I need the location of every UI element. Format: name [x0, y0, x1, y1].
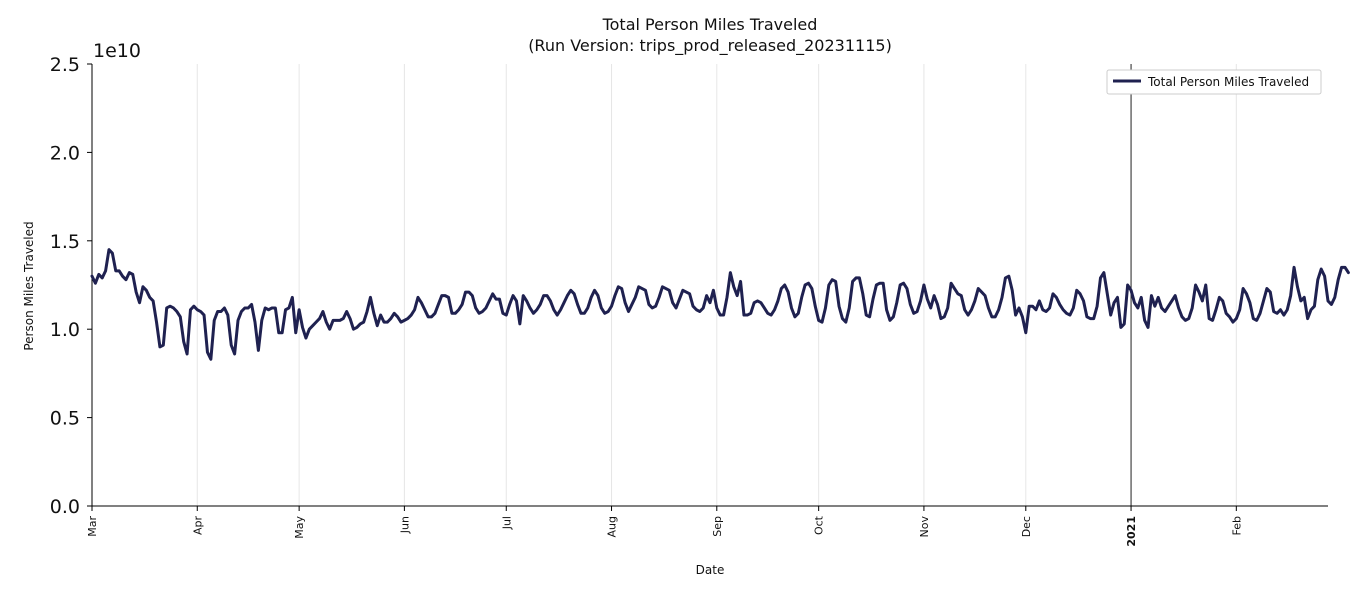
y-tick-label: 1.0 [50, 319, 80, 341]
series-layer [90, 248, 1350, 361]
x-tick-label: Feb [1230, 516, 1243, 535]
x-tick-label: Oct [813, 515, 826, 535]
chart-subtitle: (Run Version: trips_prod_released_202311… [528, 36, 892, 56]
chart-title: Total Person Miles Traveled [602, 15, 818, 34]
x-tick-label: Apr [191, 516, 204, 536]
y-tick-label: 1.5 [50, 231, 80, 253]
legend: Total Person Miles Traveled [1106, 69, 1322, 95]
y-tick-label: 2.5 [50, 54, 80, 76]
y-axis-label: Person Miles Traveled [22, 221, 36, 350]
x-axis-label: Date [696, 563, 725, 577]
x-tick-label: May [293, 516, 306, 539]
y-tick-label: 2.0 [50, 142, 80, 164]
y-tick-label: 0.0 [50, 496, 80, 518]
x-tick-label: 2021 [1125, 516, 1138, 547]
x-tick-label: Jun [398, 516, 411, 534]
x-tick-label: Sep [711, 516, 724, 537]
y-tick-label: 0.5 [50, 408, 80, 430]
legend-box [1106, 69, 1322, 95]
series-line [90, 248, 1350, 361]
grid [91, 64, 1237, 506]
x-tick-label: Aug [606, 516, 619, 537]
axes: Mar Apr May Jun Jul Aug Sep Oct Nov Dec 2021 Feb 0.0… [50, 54, 1328, 547]
y-offset-label: 1e10 [93, 40, 141, 62]
x-tick-label: Dec [1020, 516, 1033, 537]
x-tick-label: Nov [918, 516, 931, 538]
x-tick-label: Jul [500, 516, 513, 530]
legend-label: Total Person Miles Traveled [1147, 75, 1309, 89]
x-tick-label: Mar [86, 516, 99, 537]
